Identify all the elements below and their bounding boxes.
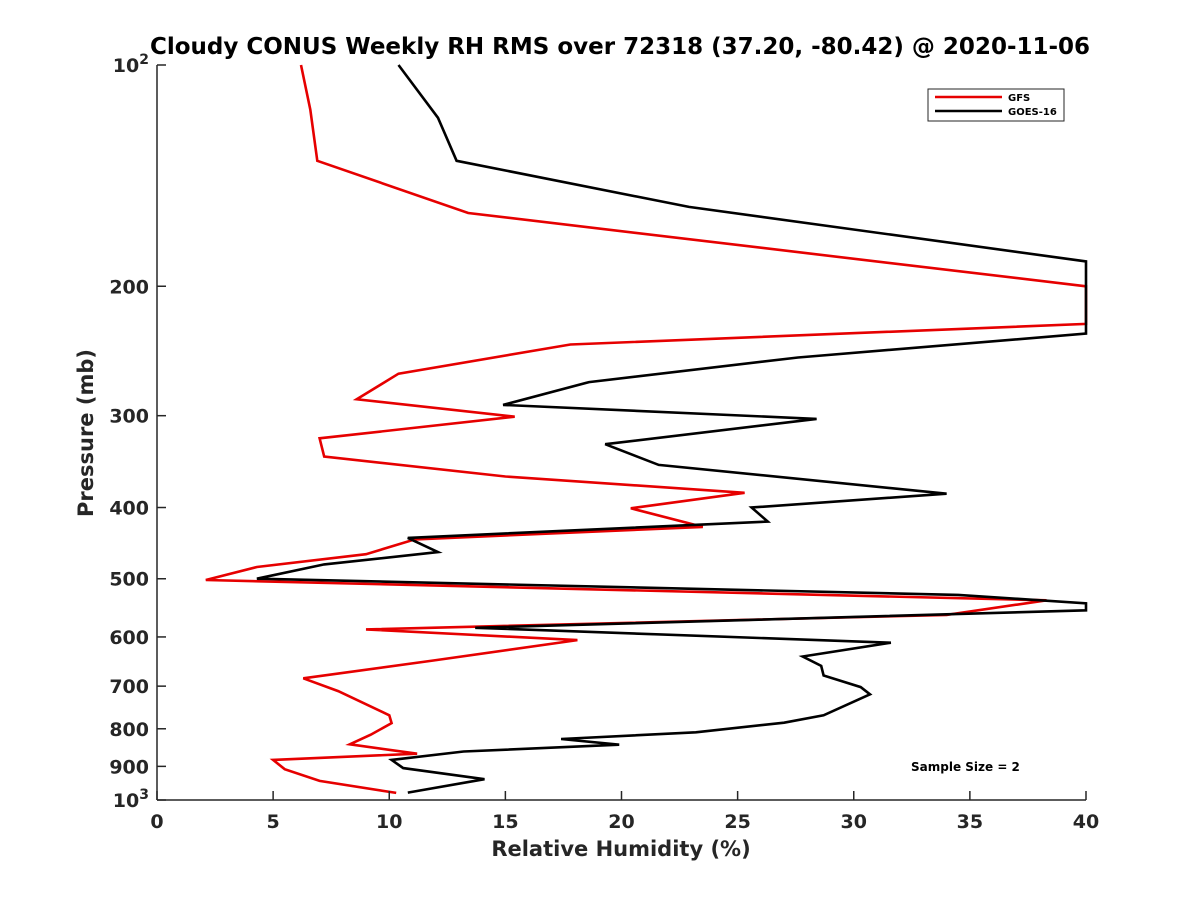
chart-title: Cloudy CONUS Weekly RH RMS over 72318 (3… bbox=[150, 34, 1090, 60]
y-tick-label: 102 bbox=[113, 52, 149, 77]
series-layer bbox=[205, 64, 1088, 795]
legend-label-gfs: GFS bbox=[1008, 93, 1030, 104]
sample-size-annotation: Sample Size = 2 bbox=[911, 760, 1020, 774]
x-tick-label: 35 bbox=[957, 811, 983, 833]
x-tick-label: 20 bbox=[608, 811, 634, 833]
axes-layer: 0 5 10 15 20 25 30 35 40 102 200 300 400 500 600 700 800… bbox=[109, 52, 1099, 833]
y-tick-label: 700 bbox=[109, 676, 149, 698]
series-line-goes16 bbox=[256, 64, 1088, 794]
series-line-gfs bbox=[205, 64, 1088, 795]
y-axis-label: Pressure (mb) bbox=[74, 349, 98, 517]
x-tick-label: 30 bbox=[841, 811, 867, 833]
y-tick-label: 600 bbox=[109, 627, 149, 649]
y-tick-label: 103 bbox=[113, 787, 149, 812]
y-tick-label: 300 bbox=[109, 406, 149, 428]
legend-box bbox=[927, 88, 1065, 122]
y-tick-label: 400 bbox=[109, 498, 149, 520]
y-tick-label: 900 bbox=[109, 756, 149, 778]
x-tick-label: 10 bbox=[376, 811, 402, 833]
y-tick-label: 800 bbox=[109, 719, 149, 741]
y-tick-label: 500 bbox=[109, 569, 149, 591]
x-tick-label: 25 bbox=[724, 811, 750, 833]
y-tick-label: 200 bbox=[109, 276, 149, 298]
x-axis-label: Relative Humidity (%) bbox=[491, 837, 750, 861]
x-tick-label: 15 bbox=[492, 811, 518, 833]
legend-label-goes16: GOES-16 bbox=[1008, 107, 1057, 118]
x-tick-label: 0 bbox=[150, 811, 163, 833]
x-tick-label: 5 bbox=[267, 811, 280, 833]
legend: GFS GOES-16 bbox=[927, 88, 1065, 122]
x-tick-label: 40 bbox=[1073, 811, 1099, 833]
